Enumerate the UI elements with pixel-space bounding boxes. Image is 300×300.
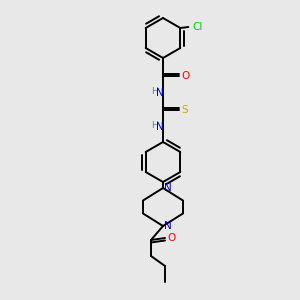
Text: N: N [164,183,172,193]
Text: H: H [151,122,158,130]
Text: S: S [182,105,188,115]
Text: H: H [151,88,158,97]
Text: N: N [156,122,164,132]
Text: N: N [156,88,164,98]
Text: O: O [181,71,189,81]
Text: N: N [164,221,172,231]
Text: Cl: Cl [192,22,202,32]
Text: O: O [168,233,176,243]
